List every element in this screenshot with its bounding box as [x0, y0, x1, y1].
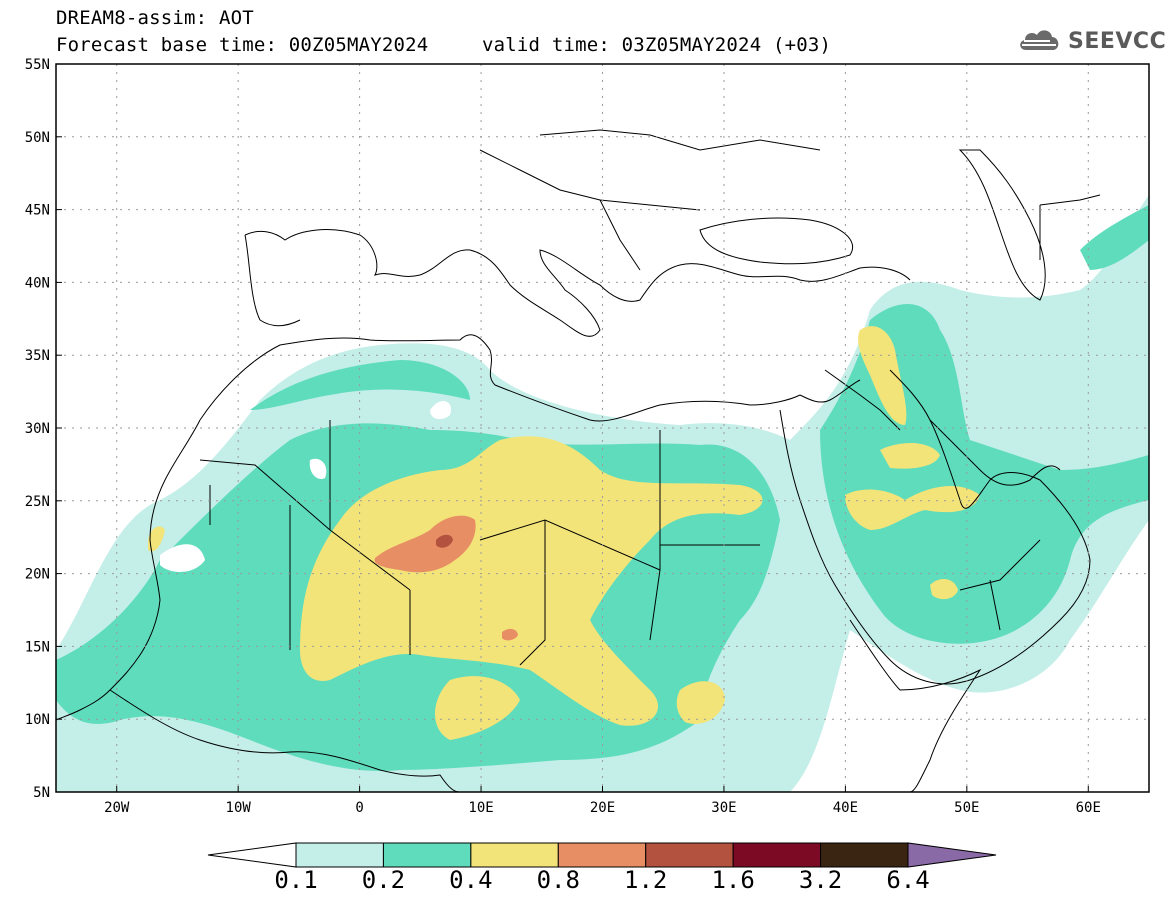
longitude-label: 30E — [711, 800, 736, 816]
latitude-label: 55N — [25, 57, 50, 73]
colorbar-label: 0.1 — [274, 866, 318, 894]
longitude-label: 50E — [954, 800, 979, 816]
latitude-label: 5N — [33, 785, 50, 801]
longitude-label: 10E — [468, 800, 493, 816]
colorbar-label: 1.2 — [624, 866, 668, 894]
axis-ticks — [56, 63, 1089, 793]
colorbar-swatch — [732, 842, 822, 868]
logo: SEEVCCC — [1016, 24, 1165, 58]
title-line-3: valid time: 03Z05MAY2024 (+03) — [482, 34, 832, 56]
longitude-label: 0 — [355, 800, 363, 816]
latitude-label: 35N — [25, 348, 50, 364]
colorbar-swatch — [470, 842, 559, 868]
colorbar-label: 1.6 — [711, 866, 755, 894]
latitude-label: 15N — [25, 639, 50, 655]
latitude-label: 10N — [25, 712, 50, 728]
colorbar — [207, 842, 997, 868]
colorbar-label: 0.4 — [449, 866, 493, 894]
longitude-label: 40E — [833, 800, 858, 816]
aot-field — [56, 195, 1149, 792]
colorbar-max-arrow — [907, 842, 997, 868]
longitude-label: 60E — [1076, 800, 1101, 816]
latitude-label: 45N — [25, 203, 50, 219]
colorbar-min-arrow — [207, 842, 297, 868]
longitude-label: 10W — [226, 800, 252, 816]
logo-text: SEEVCCC — [1068, 28, 1165, 54]
longitude-labels: 20W 10W 0 10E 20E 30E 40E 50E 60E — [104, 800, 1101, 816]
latitude-labels: 55N 50N 45N 40N 35N 30N 25N 20N 15N 10N 5N — [25, 57, 50, 801]
latitude-label: 40N — [25, 275, 50, 291]
colorbar-swatch — [820, 842, 909, 868]
latitude-label: 30N — [25, 421, 50, 437]
colorbar-swatch — [382, 842, 472, 868]
latitude-label: 20N — [25, 567, 50, 583]
longitude-label: 20E — [590, 800, 615, 816]
title-line-2: Forecast base time: 00Z05MAY2024 — [56, 34, 429, 56]
colorbar-swatch — [645, 842, 734, 868]
colorbar-label: 6.4 — [886, 866, 930, 894]
colorbar-label: 0.8 — [536, 866, 580, 894]
title-line-1: DREAM8-assim: AOT — [56, 7, 254, 29]
cloud-icon — [1016, 24, 1064, 58]
longitude-label: 20W — [104, 800, 130, 816]
colorbar-label: 0.2 — [361, 866, 406, 894]
latitude-label: 50N — [25, 130, 50, 146]
colorbar-label: 3.2 — [798, 866, 843, 894]
graticule — [56, 63, 1149, 793]
latitude-label: 25N — [25, 494, 50, 510]
coastlines — [56, 129, 1101, 792]
colorbar-swatch — [557, 842, 647, 868]
colorbar-swatch — [295, 842, 384, 868]
